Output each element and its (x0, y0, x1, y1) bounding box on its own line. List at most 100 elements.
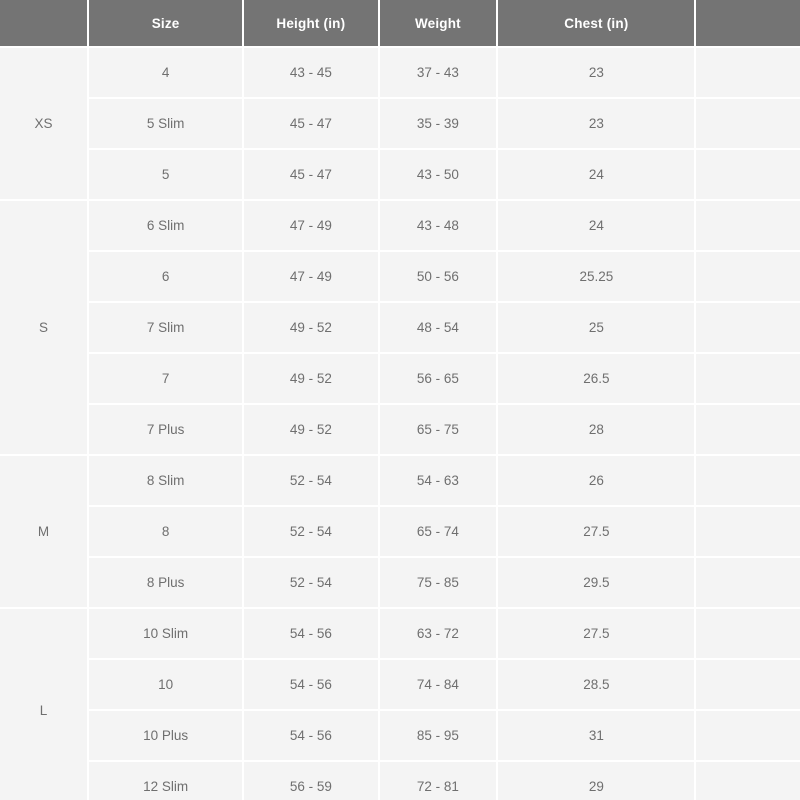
cell-size: 10 (89, 660, 243, 709)
cell-chest: 24 (498, 150, 695, 199)
table-row: 8 52 - 54 65 - 74 27.5 (0, 507, 800, 556)
column-header-size: Size (89, 0, 243, 46)
cell-chest: 31 (498, 711, 695, 760)
cell-height: 54 - 56 (244, 609, 378, 658)
size-group-cell: M (0, 456, 88, 607)
cell-waist (696, 99, 800, 148)
cell-height: 54 - 56 (244, 660, 378, 709)
cell-waist (696, 405, 800, 454)
cell-weight: 48 - 54 (379, 303, 497, 352)
column-header-size-group (0, 0, 88, 46)
table-row: 10 54 - 56 74 - 84 28.5 (0, 660, 800, 709)
cell-chest: 25 (498, 303, 695, 352)
cell-chest: 29 (498, 762, 695, 800)
cell-weight: 75 - 85 (379, 558, 497, 607)
table-header-row: Size Height (in) Weight Chest (in) Wa (0, 0, 800, 46)
cell-size: 7 (89, 354, 243, 403)
cell-weight: 74 - 84 (379, 660, 497, 709)
cell-height: 54 - 56 (244, 711, 378, 760)
cell-waist (696, 507, 800, 556)
cell-height: 49 - 52 (244, 354, 378, 403)
table-row: 5 Slim 45 - 47 35 - 39 23 (0, 99, 800, 148)
cell-weight: 43 - 48 (379, 201, 497, 250)
cell-waist (696, 303, 800, 352)
cell-weight: 85 - 95 (379, 711, 497, 760)
cell-chest: 27.5 (498, 609, 695, 658)
cell-chest: 29.5 (498, 558, 695, 607)
cell-weight: 54 - 63 (379, 456, 497, 505)
cell-weight: 56 - 65 (379, 354, 497, 403)
cell-weight: 35 - 39 (379, 99, 497, 148)
cell-chest: 27.5 (498, 507, 695, 556)
cell-height: 49 - 52 (244, 405, 378, 454)
cell-chest: 25.25 (498, 252, 695, 301)
cell-height: 52 - 54 (244, 558, 378, 607)
cell-height: 45 - 47 (244, 150, 378, 199)
cell-weight: 72 - 81 (379, 762, 497, 800)
cell-waist: 2 (696, 252, 800, 301)
cell-size: 8 Plus (89, 558, 243, 607)
cell-size: 7 Plus (89, 405, 243, 454)
cell-weight: 65 - 75 (379, 405, 497, 454)
cell-size: 10 Plus (89, 711, 243, 760)
column-header-chest: Chest (in) (498, 0, 695, 46)
cell-height: 49 - 52 (244, 303, 378, 352)
table-header: Size Height (in) Weight Chest (in) Wa (0, 0, 800, 46)
cell-waist (696, 354, 800, 403)
table-row: 7 Slim 49 - 52 48 - 54 25 (0, 303, 800, 352)
cell-waist: 2 (696, 48, 800, 97)
cell-height: 43 - 45 (244, 48, 378, 97)
size-group-cell: XS (0, 48, 88, 199)
table-row: L 10 Slim 54 - 56 63 - 72 27.5 (0, 609, 800, 800)
column-header-weight: Weight (379, 0, 497, 46)
cell-weight: 43 - 50 (379, 150, 497, 199)
cell-size: 8 (89, 507, 243, 556)
cell-weight: 50 - 56 (379, 252, 497, 301)
cell-weight: 63 - 72 (379, 609, 497, 658)
cell-size: 12 Slim (89, 762, 243, 800)
column-header-waist: Wa (696, 0, 800, 46)
size-group-cell: S (0, 201, 88, 454)
cell-waist: 2 (696, 558, 800, 607)
cell-waist (696, 201, 800, 250)
cell-waist (696, 609, 800, 658)
cell-size: 7 Slim (89, 303, 243, 352)
cell-height: 52 - 54 (244, 507, 378, 556)
cell-height: 56 - 59 (244, 762, 378, 800)
table-row: 7 Plus 49 - 52 65 - 75 28 (0, 405, 800, 454)
cell-weight: 37 - 43 (379, 48, 497, 97)
cell-size: 5 (89, 150, 243, 199)
cell-waist (696, 711, 800, 760)
cell-waist (696, 660, 800, 709)
cell-height: 45 - 47 (244, 99, 378, 148)
cell-size: 6 (89, 252, 243, 301)
cell-chest: 26 (498, 456, 695, 505)
cell-chest: 28 (498, 405, 695, 454)
size-group-cell: L (0, 609, 88, 800)
cell-chest: 28.5 (498, 660, 695, 709)
cell-height: 47 - 49 (244, 252, 378, 301)
cell-chest: 24 (498, 201, 695, 250)
table-row: 10 Plus 54 - 56 85 - 95 31 (0, 711, 800, 760)
cell-size: 8 Slim (89, 456, 243, 505)
cell-height: 47 - 49 (244, 201, 378, 250)
cell-weight: 65 - 74 (379, 507, 497, 556)
cell-size: 10 Slim (89, 609, 243, 658)
cell-size: 5 Slim (89, 99, 243, 148)
cell-size: 6 Slim (89, 201, 243, 250)
table-row: 5 45 - 47 43 - 50 24 (0, 150, 800, 199)
column-header-height: Height (in) (244, 0, 378, 46)
cell-waist (696, 762, 800, 800)
table-row: 12 Slim 56 - 59 72 - 81 29 (0, 762, 800, 800)
table-row: 7 49 - 52 56 - 65 26.5 (0, 354, 800, 403)
cell-chest: 23 (498, 99, 695, 148)
cell-chest: 26.5 (498, 354, 695, 403)
